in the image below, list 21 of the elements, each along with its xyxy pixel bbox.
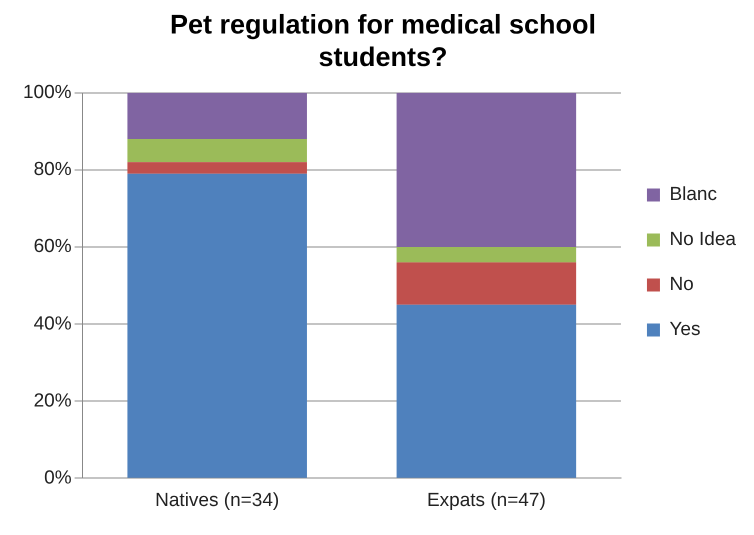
legend-label: Yes: [669, 319, 700, 340]
bar: [127, 92, 307, 140]
bar: [127, 162, 307, 174]
legend-label: No: [669, 274, 694, 296]
chart-title: Pet regulation for medical school students?: [170, 10, 596, 72]
y-tick-label: 80%: [34, 159, 72, 180]
bar: [127, 139, 307, 162]
y-tick-label: 100%: [22, 82, 72, 104]
bar: [127, 174, 307, 478]
x-tick-label: Expats (n=47): [426, 490, 546, 511]
bar: [396, 262, 576, 305]
legend-label: No Idea: [669, 229, 736, 250]
y-tick-label: 0%: [44, 467, 72, 488]
bar: [396, 246, 576, 262]
legend-label: Blanc: [669, 184, 717, 206]
y-tick-label: 40%: [34, 313, 72, 334]
y-tick-label: 20%: [34, 390, 72, 412]
y-tick-label: 60%: [34, 236, 72, 258]
bar: [396, 304, 576, 478]
x-tick-label: Natives (n=34): [155, 490, 280, 511]
bar: [396, 92, 576, 247]
